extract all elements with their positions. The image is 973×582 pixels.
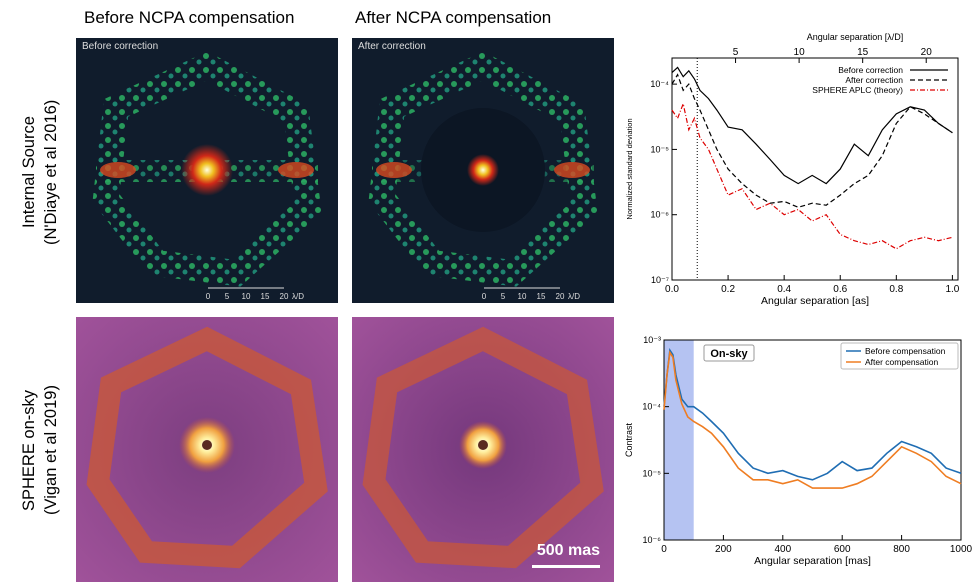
y-axis-label: Contrast bbox=[624, 422, 634, 457]
plot-frame bbox=[671, 57, 959, 281]
y-tick-label: 10⁻⁶ bbox=[643, 535, 662, 545]
x-tick-label: 1000 bbox=[950, 544, 973, 555]
y-tick-label: 10⁻³ bbox=[643, 335, 661, 345]
y-axis-label: Normalized standard deviation bbox=[625, 118, 634, 219]
sky-contrast-chart: 0 200 400 600 800 1000 10⁻⁶ 10⁻⁵ 10⁻⁴ 10⁻³ Angular… bbox=[624, 335, 973, 567]
top-tick-label: 20 bbox=[921, 47, 933, 58]
legend-label: Before compensation bbox=[865, 346, 946, 356]
row-label-on-sky: SPHERE on-sky (Vigan et al 2019) bbox=[18, 318, 62, 582]
lab-scalebar-tick: 0 bbox=[482, 292, 487, 301]
sky-image-before bbox=[76, 317, 338, 582]
lab-scalebar-unit: λ/D bbox=[292, 292, 304, 301]
top-tick-label: 5 bbox=[733, 47, 739, 58]
x-tick-label: 1.0 bbox=[945, 284, 959, 295]
column-title-after: After NCPA compensation bbox=[355, 8, 552, 27]
y-tick-label: 10⁻⁵ bbox=[643, 468, 662, 478]
series-line bbox=[671, 73, 953, 208]
legend-label: After compensation bbox=[865, 357, 939, 367]
x-tick-label: 0.2 bbox=[721, 284, 735, 295]
y-tick-label: 10⁻⁷ bbox=[651, 275, 669, 285]
lab-psf-image: 0 5 10 15 20 λ/D bbox=[76, 38, 338, 303]
y-tick-label: 10⁻⁴ bbox=[650, 79, 669, 89]
y-tick-label: 10⁻⁵ bbox=[651, 144, 670, 154]
annotation-label: On-sky bbox=[710, 348, 748, 360]
plot-frame bbox=[663, 339, 962, 541]
row-label-line1: Internal Source bbox=[20, 116, 38, 229]
annotation-box bbox=[703, 344, 755, 362]
lab-scalebar-tick: 5 bbox=[501, 292, 506, 301]
scalebar-line bbox=[532, 565, 600, 568]
x-tick-label: 0.6 bbox=[833, 284, 847, 295]
lab-scalebar-tick: 5 bbox=[225, 292, 230, 301]
lab-scalebar-tick: 15 bbox=[537, 292, 546, 301]
x-axis-label: Angular separation [as] bbox=[761, 295, 869, 307]
series-line bbox=[671, 66, 953, 185]
lab-scalebar-tick: 15 bbox=[261, 292, 270, 301]
lab-scalebar-unit: λ/D bbox=[568, 292, 580, 301]
image-caption: After correction bbox=[358, 41, 426, 52]
sky-psf-image bbox=[352, 317, 614, 582]
shaded-region bbox=[664, 340, 694, 540]
lab-scalebar-tick: 10 bbox=[242, 292, 251, 301]
lab-image-before: 0 5 10 15 20 λ/D Before correction bbox=[76, 38, 338, 303]
series-line bbox=[671, 101, 953, 250]
x-axis-label: Angular separation [mas] bbox=[754, 555, 871, 567]
row-label-line1: SPHERE on-sky bbox=[20, 389, 38, 511]
lab-contrast-chart: 0.0 0.2 0.4 0.6 0.8 1.0 10⁻⁷ 10⁻⁶ 10⁻⁵ 10⁻⁴ Angula… bbox=[625, 32, 960, 307]
x-tick-label: 0.4 bbox=[777, 284, 791, 295]
legend-box bbox=[840, 342, 959, 370]
x-tick-label: 200 bbox=[715, 544, 732, 555]
lab-psf-image: 0 5 10 15 20 λ/D bbox=[352, 38, 614, 303]
scalebar-label: 500 mas bbox=[536, 542, 600, 559]
lab-scalebar-tick: 20 bbox=[280, 292, 289, 301]
lab-scalebar-tick: 0 bbox=[206, 292, 211, 301]
top-tick-label: 15 bbox=[857, 47, 869, 58]
legend-label: SPHERE APLC (theory) bbox=[812, 85, 903, 95]
row-label-line2: (Vigan et al 2019) bbox=[42, 385, 60, 515]
top-axis-label: Angular separation [λ/D] bbox=[807, 32, 904, 42]
x-tick-label: 400 bbox=[774, 544, 791, 555]
row-label-line2: (N'Diaye et al 2016) bbox=[42, 99, 60, 246]
lab-scalebar-tick: 10 bbox=[518, 292, 527, 301]
top-tick-label: 10 bbox=[794, 47, 806, 58]
series-line bbox=[663, 348, 962, 481]
row-label-internal-source: Internal Source (N'Diaye et al 2016) bbox=[18, 40, 62, 305]
x-tick-label: 600 bbox=[834, 544, 851, 555]
image-caption: Before correction bbox=[82, 41, 159, 52]
x-tick-label: 800 bbox=[893, 544, 910, 555]
y-tick-label: 10⁻⁴ bbox=[642, 402, 661, 412]
sky-image-after: 500 mas bbox=[352, 317, 614, 582]
series-line bbox=[663, 350, 962, 489]
column-title-before: Before NCPA compensation bbox=[84, 8, 295, 27]
y-tick-label: 10⁻⁶ bbox=[651, 210, 670, 220]
legend-label: After correction bbox=[845, 75, 903, 85]
legend-label: Before correction bbox=[838, 65, 903, 75]
x-tick-label: 0.8 bbox=[889, 284, 903, 295]
lab-image-after: 0 5 10 15 20 λ/D After correction bbox=[352, 38, 614, 303]
lab-scalebar-tick: 20 bbox=[556, 292, 565, 301]
sky-psf-image bbox=[76, 317, 338, 582]
x-tick-label: 0 bbox=[661, 544, 667, 555]
x-tick-label: 0.0 bbox=[665, 284, 679, 295]
